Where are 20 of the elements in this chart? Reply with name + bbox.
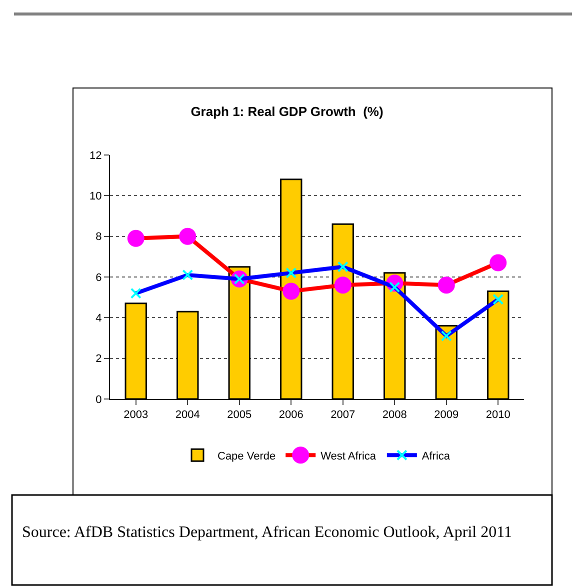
x-tick-label: 2008 bbox=[382, 409, 407, 422]
x-tick-label: 2003 bbox=[124, 409, 148, 422]
x-tick-label: 2010 bbox=[486, 409, 510, 422]
x-tick-label: 2006 bbox=[278, 409, 304, 422]
legend-label: Africa bbox=[422, 450, 451, 462]
chart-title: Graph 1: Real GDP Growth (%) bbox=[190, 104, 384, 120]
y-tick-label: 10 bbox=[90, 190, 102, 203]
x-tick-label: 2005 bbox=[227, 409, 252, 422]
legend-label: West Africa bbox=[320, 450, 377, 462]
source-note: Source: AfDB Statistics Department, African Economic Outlook, April 2011 bbox=[22, 524, 512, 541]
x-tick-label: 2007 bbox=[330, 409, 356, 422]
y-tick-label: 2 bbox=[96, 353, 102, 366]
y-tick-label: 12 bbox=[90, 150, 102, 162]
x-tick-label: 2009 bbox=[434, 409, 459, 422]
y-tick-label: 4 bbox=[96, 312, 102, 325]
legend-label: Cape Verde bbox=[218, 450, 276, 462]
y-tick-label: 0 bbox=[96, 394, 102, 406]
x-tick-label: 2004 bbox=[175, 409, 200, 422]
y-tick-label: 6 bbox=[96, 272, 102, 284]
y-tick-label: 8 bbox=[96, 231, 102, 244]
